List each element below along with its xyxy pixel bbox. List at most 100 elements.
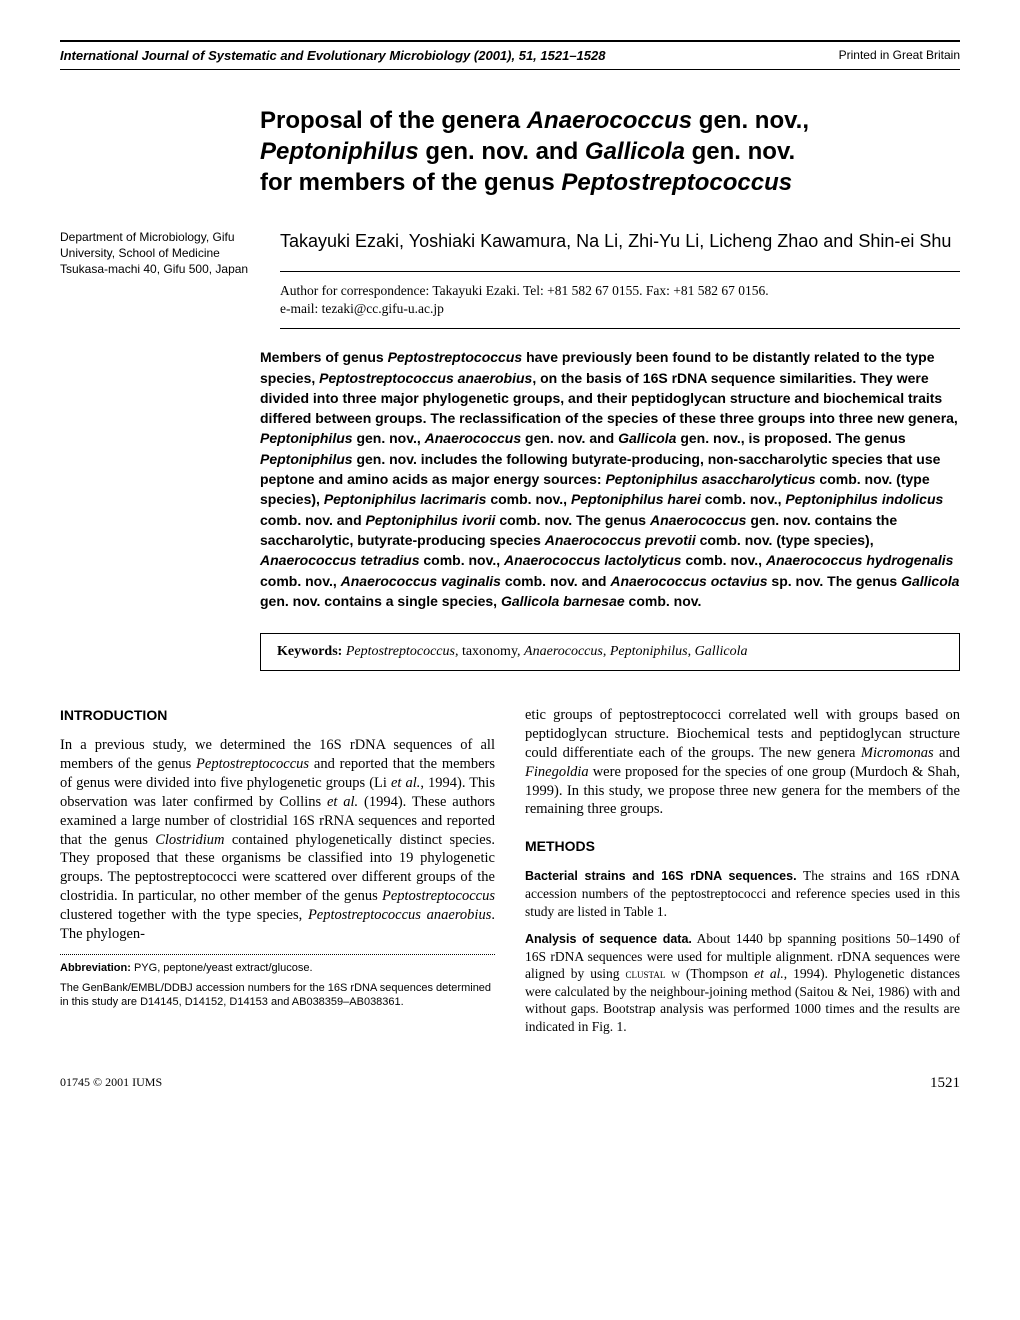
body-etal: et al.	[754, 966, 784, 981]
abstract-taxon: Anaerococcus octavius	[610, 573, 767, 589]
abstract-taxon: Anaerococcus hydrogenalis	[766, 552, 954, 568]
intro-paragraph: In a previous study, we determined the 1…	[60, 736, 495, 943]
title-text: for members of the genus	[260, 169, 561, 196]
abstract-text: comb. nov.,	[486, 491, 571, 507]
corr-line-2: e-mail: tezaki@cc.gifu-u.ac.jp	[280, 300, 960, 318]
page-footer: 01745 © 2001 IUMS 1521	[60, 1075, 960, 1092]
abstract: Members of genus Peptostreptococcus have…	[260, 347, 960, 611]
abstract-text: comb. nov.,	[681, 552, 766, 568]
affiliation-authors-row: Department of Microbiology, Gifu Univers…	[60, 229, 960, 348]
abstract-text: comb. nov. and	[501, 573, 610, 589]
title-genus: Peptostreptococcus	[561, 169, 792, 196]
methods-runhead: Analysis of sequence data.	[525, 932, 692, 946]
abstract-taxon: Peptoniphilus lacrimaris	[324, 491, 487, 507]
introduction-heading: INTRODUCTION	[60, 706, 495, 724]
title-genus: Peptoniphilus	[260, 138, 419, 165]
abstract-taxon: Gallicola	[901, 573, 959, 589]
body-text: were proposed for the species of one gro…	[525, 764, 960, 818]
title-text: gen. nov. and	[419, 138, 585, 165]
body-taxon: Micromonas	[861, 745, 934, 761]
keywords-label: Keywords:	[277, 644, 342, 659]
keyword: Peptostreptococcus	[346, 644, 455, 659]
body-taxon: Peptostreptococcus	[196, 756, 309, 772]
corr-line-1: Author for correspondence: Takayuki Ezak…	[280, 282, 960, 300]
accession-footnote: The GenBank/EMBL/DDBJ accession numbers …	[60, 981, 495, 1010]
column-right: etic groups of peptostreptococci correla…	[525, 706, 960, 1045]
title-genus: Anaerococcus	[527, 107, 692, 134]
abstract-taxon: Peptoniphilus	[260, 430, 353, 446]
abstract-taxon: Anaerococcus vaginalis	[341, 573, 501, 589]
abstract-text: comb. nov.	[625, 593, 702, 609]
abstract-taxon: Peptoniphilus harei	[571, 491, 701, 507]
abstract-text: gen. nov. and	[521, 430, 618, 446]
title-text: Proposal of the genera	[260, 107, 527, 134]
methods-paragraph: Bacterial strains and 16S rDNA sequences…	[525, 867, 960, 920]
abstract-text: gen. nov. contains a single species,	[260, 593, 501, 609]
article-title: Proposal of the genera Anaerococcus gen.…	[260, 105, 960, 199]
article-title-block: Proposal of the genera Anaerococcus gen.…	[260, 105, 960, 199]
abstract-text: gen. nov., is proposed. The genus	[676, 430, 905, 446]
authors-correspondence: Takayuki Ezaki, Yoshiaki Kawamura, Na Li…	[280, 229, 960, 348]
abstract-taxon: Gallicola	[618, 430, 676, 446]
keyword: Anaerococcus	[524, 644, 603, 659]
keyword-sep: ,	[603, 644, 610, 659]
body-text: (Thompson	[680, 966, 754, 981]
correspondence: Author for correspondence: Takayuki Ezak…	[280, 282, 960, 318]
body-taxon: Clostridium	[155, 832, 224, 848]
abstract-taxon: Anaerococcus	[425, 430, 521, 446]
abstract-taxon: Anaerococcus tetradius	[260, 552, 420, 568]
abstract-text: comb. nov.,	[701, 491, 786, 507]
abstract-taxon: Peptostreptococcus	[388, 349, 523, 365]
abstract-text: sp. nov. The genus	[768, 573, 902, 589]
abstract-taxon: Peptoniphilus	[260, 451, 353, 467]
journal-year-vol: (2001), 51, 1521–1528	[470, 48, 605, 63]
footer-copyright: 01745 © 2001 IUMS	[60, 1075, 162, 1092]
abstract-taxon: Peptoniphilus ivorii	[366, 512, 496, 528]
abstract-taxon: Gallicola barnesae	[501, 593, 625, 609]
footnote-separator	[60, 954, 495, 955]
body-taxon: Finegoldia	[525, 764, 589, 780]
abstract-text: comb. nov.,	[420, 552, 505, 568]
abstract-text: comb. nov.,	[260, 573, 341, 589]
abstract-taxon: Anaerococcus lactolyticus	[504, 552, 681, 568]
methods-paragraph: Analysis of sequence data. About 1440 bp…	[525, 930, 960, 1035]
body-text: and	[934, 745, 960, 761]
abbrev-text: PYG, peptone/yeast extract/glucose.	[131, 962, 313, 974]
keyword-sep: , taxonomy,	[455, 644, 524, 659]
title-text: gen. nov.,	[692, 107, 809, 134]
abstract-text: comb. nov. (type species),	[696, 532, 874, 548]
keywords-box: Keywords: Peptostreptococcus, taxonomy, …	[260, 633, 960, 671]
journal-name: International Journal of Systematic and …	[60, 48, 470, 63]
body-etal: et al.	[391, 775, 420, 791]
body-columns: INTRODUCTION In a previous study, we det…	[60, 706, 960, 1045]
body-text: clustered together with the type species…	[60, 907, 308, 923]
column-left: INTRODUCTION In a previous study, we det…	[60, 706, 495, 1045]
software-name: clustal w	[626, 966, 680, 981]
methods-runhead: Bacterial strains and 16S rDNA sequences…	[525, 869, 797, 883]
abstract-text: comb. nov. and	[260, 512, 366, 528]
abstract-taxon: Peptoniphilus indolicus	[785, 491, 943, 507]
abstract-taxon: Anaerococcus prevotii	[545, 532, 696, 548]
footer-page-number: 1521	[930, 1075, 960, 1092]
abstract-text: gen. nov.,	[353, 430, 425, 446]
printed-in: Printed in Great Britain	[839, 48, 960, 63]
authors: Takayuki Ezaki, Yoshiaki Kawamura, Na Li…	[280, 229, 960, 253]
divider	[280, 328, 960, 329]
abstract-taxon: Anaerococcus	[650, 512, 746, 528]
title-genus: Gallicola	[585, 138, 685, 165]
journal-header: International Journal of Systematic and …	[60, 40, 960, 70]
abstract-taxon: Peptoniphilus asaccharolyticus	[605, 471, 815, 487]
abstract-text: Members of genus	[260, 349, 388, 365]
abstract-taxon: Peptostreptococcus anaerobius	[319, 370, 532, 386]
keyword-sep: ,	[688, 644, 695, 659]
abbrev-label: Abbreviation:	[60, 962, 131, 974]
body-taxon: Peptostreptococcus anaerobius	[308, 907, 491, 923]
body-taxon: Peptostreptococcus	[382, 888, 495, 904]
methods-heading: METHODS	[525, 837, 960, 855]
title-text: gen. nov.	[685, 138, 795, 165]
divider	[280, 271, 960, 272]
affiliation: Department of Microbiology, Gifu Univers…	[60, 229, 280, 348]
keyword: Gallicola	[695, 644, 748, 659]
keyword: Peptoniphilus	[610, 644, 688, 659]
journal-name-line: International Journal of Systematic and …	[60, 48, 605, 63]
